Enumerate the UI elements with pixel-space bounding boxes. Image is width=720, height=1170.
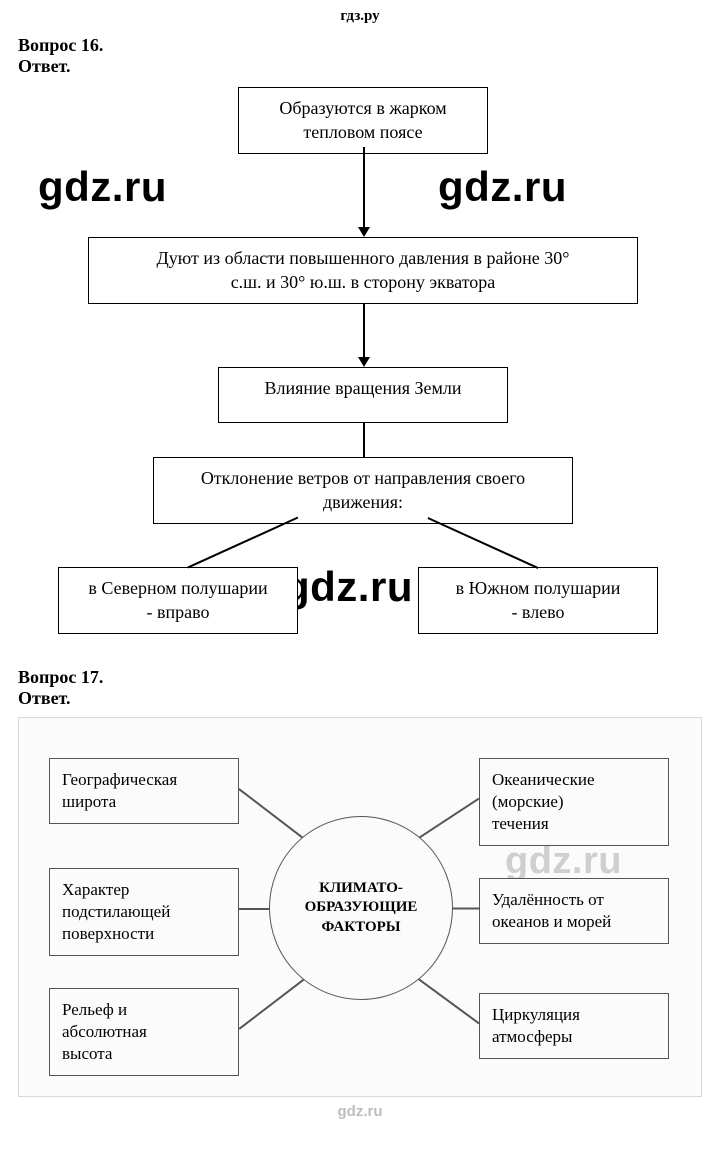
site-footer: gdz.ru <box>0 1097 720 1120</box>
flow-node-n4: Отклонение ветров от направления своегод… <box>153 457 573 524</box>
flowchart-q16: gdz.ru gdz.ru gdz.ru Образуются в жарком… <box>18 77 702 637</box>
flow-node-n2: Дуют из области повышенного давления в р… <box>88 237 638 304</box>
watermark-3: gdz.ru <box>284 563 413 611</box>
spider-box-b5: Удалённость отокеанов и морей <box>479 878 669 944</box>
flow-node-n5: в Северном полушарии- вправо <box>58 567 298 634</box>
question-16-section: Вопрос 16. Ответ. <box>0 25 720 77</box>
answer-16-label: Ответ. <box>18 56 702 77</box>
question-17-section: Вопрос 17. Ответ. <box>0 637 720 709</box>
flow-edge <box>363 147 365 227</box>
spider-edge <box>239 976 308 1029</box>
watermark-2: gdz.ru <box>438 163 567 211</box>
question-16-label: Вопрос 16. <box>18 35 702 56</box>
spider-edge <box>239 908 269 910</box>
watermark-1: gdz.ru <box>38 163 167 211</box>
spider-box-b6: Циркуляцияатмосферы <box>479 993 669 1059</box>
site-header: гдз.ру <box>0 0 720 25</box>
spider-box-b2: Характерподстилающейповерхности <box>49 868 239 956</box>
spider-edge <box>453 908 479 910</box>
spider-diagram-q17: gdz.ru КЛИМАТО-ОБРАЗУЮЩИЕФАКТОРЫ Географи… <box>18 717 702 1097</box>
flow-node-n6: в Южном полушарии- влево <box>418 567 658 634</box>
watermark-4: gdz.ru <box>505 840 622 883</box>
spider-center: КЛИМАТО-ОБРАЗУЮЩИЕФАКТОРЫ <box>269 816 453 1000</box>
flow-edge <box>188 517 299 568</box>
arrow-head-icon <box>358 227 370 237</box>
flow-edge <box>363 303 365 357</box>
flow-edge <box>363 423 365 457</box>
spider-edge <box>239 788 308 841</box>
flow-node-n3: Влияние вращения Земли <box>218 367 508 423</box>
spider-edge <box>415 976 480 1024</box>
question-17-label: Вопрос 17. <box>18 667 702 688</box>
flow-node-n1: Образуются в жаркомтепловом поясе <box>238 87 488 154</box>
answer-17-label: Ответ. <box>18 688 702 709</box>
spider-box-b3: Рельеф иабсолютнаявысота <box>49 988 239 1076</box>
spider-box-b1: Географическаяширота <box>49 758 239 824</box>
spider-box-b4: Океанические(морские)течения <box>479 758 669 846</box>
arrow-head-icon <box>358 357 370 367</box>
flow-edge <box>428 517 539 568</box>
spider-edge <box>415 798 480 841</box>
